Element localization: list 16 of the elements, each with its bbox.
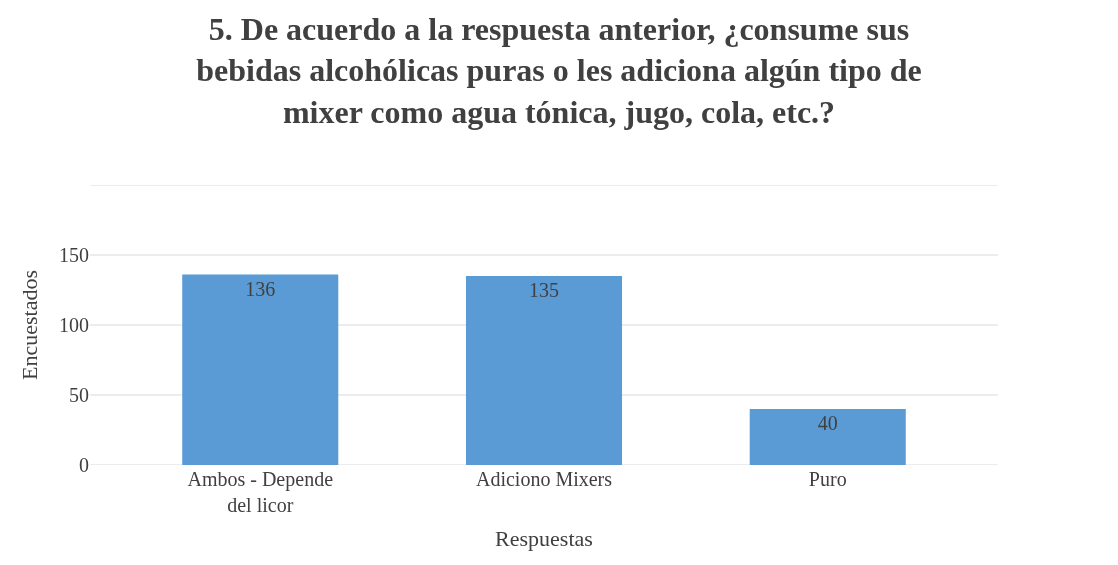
- data-label: 136: [245, 277, 276, 300]
- bar: [182, 274, 339, 465]
- x-axis-title: Respuestas: [495, 525, 593, 551]
- y-tick-label: 100: [59, 314, 89, 336]
- y-tick-label: 0: [79, 454, 89, 476]
- data-label: 135: [529, 279, 559, 301]
- x-tick-label: Adiciono Mixers: [475, 468, 613, 490]
- chart-title: 5. De acuerdo a la respuesta anterior, ¿consume sus bebidas alcohólicas puras o les adiciona algún tipo de mixer como agua tónica, jugo, cola, etc.?: [196, 10, 922, 130]
- bar: [749, 409, 906, 465]
- x-tick-label: Ambos - Depende del licor: [187, 468, 334, 516]
- y-tick-label: 150: [59, 244, 89, 266]
- x-tick-label: Puro: [808, 468, 847, 490]
- y-axis-title: Encuestados: [16, 270, 42, 380]
- bar: [465, 276, 623, 465]
- y-tick-label: 50: [69, 384, 89, 406]
- data-label: 40: [817, 412, 838, 434]
